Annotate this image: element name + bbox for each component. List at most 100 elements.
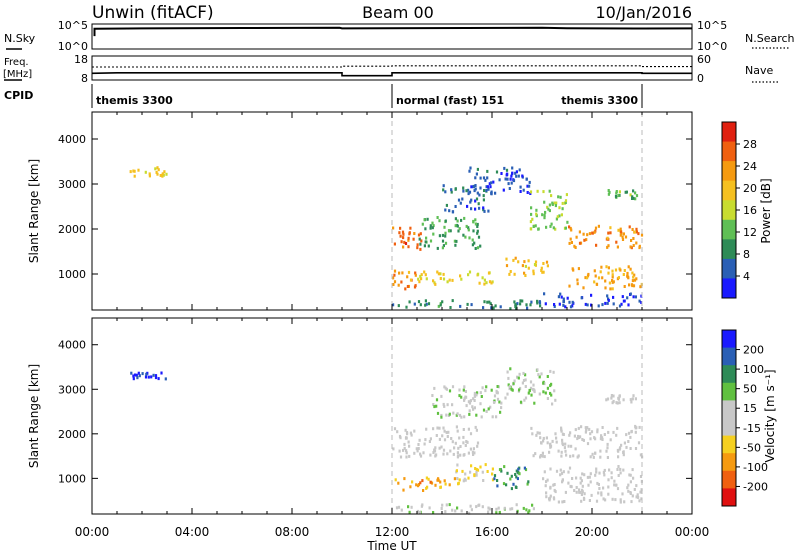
scatter-cell xyxy=(155,170,158,174)
scatter-cell xyxy=(583,492,586,496)
scatter-cell xyxy=(627,440,630,443)
scatter-cell xyxy=(470,207,473,211)
scatter-cell xyxy=(440,445,443,449)
scatter-cell xyxy=(461,469,464,473)
scatter-cell xyxy=(542,190,545,194)
scatter-cell xyxy=(467,451,470,455)
scatter-cell xyxy=(598,487,601,490)
scatter-cell xyxy=(509,477,512,481)
scatter-cell xyxy=(152,373,155,377)
scatter-cell xyxy=(619,233,622,237)
scatter-cell xyxy=(475,172,478,176)
scatter-cell xyxy=(407,440,410,444)
scatter-cell xyxy=(611,287,614,291)
scatter-cell xyxy=(606,446,609,450)
scatter-cell xyxy=(393,273,396,277)
scatter-cell xyxy=(428,506,431,510)
scatter-cell xyxy=(607,192,610,196)
scatter-cell xyxy=(493,477,496,481)
scatter-cell xyxy=(456,506,459,510)
scatter-cell xyxy=(564,442,567,446)
scatter-cell xyxy=(413,451,416,455)
scatter-cell xyxy=(488,507,491,511)
scatter-cell xyxy=(553,305,556,308)
scatter-cell xyxy=(436,216,439,219)
scatter-cell xyxy=(407,238,410,242)
scatter-cell xyxy=(463,397,466,401)
scatter-cell xyxy=(482,479,485,482)
scatter-cell xyxy=(451,385,455,389)
scatter-cell xyxy=(564,305,567,309)
scatter-cell xyxy=(145,372,148,376)
scatter-cell xyxy=(419,452,422,456)
colorbar-segment xyxy=(722,418,736,437)
colorbar-tick-label: 28 xyxy=(743,138,757,151)
scatter-cell xyxy=(416,243,419,247)
scatter-cell xyxy=(485,410,488,413)
scatter-cell xyxy=(441,434,444,438)
scatter-cell xyxy=(529,380,533,384)
nsearch-tick-bottom: 10^0 xyxy=(697,40,727,53)
scatter-cell xyxy=(154,376,158,380)
scatter-cell xyxy=(568,300,571,304)
scatter-cell xyxy=(442,244,445,248)
scatter-cell xyxy=(467,273,470,277)
scatter-cell xyxy=(539,436,542,440)
scatter-cell xyxy=(579,476,582,480)
scatter-cell xyxy=(525,177,528,181)
scatter-cell xyxy=(465,224,468,228)
scatter-cell xyxy=(461,197,464,201)
scatter-cell xyxy=(555,469,559,473)
scatter-cell xyxy=(624,235,628,239)
scatter-cell xyxy=(148,172,151,176)
scatter-cell xyxy=(495,170,499,174)
scatter-cell xyxy=(475,413,478,417)
scatter-cell xyxy=(596,430,599,434)
scatter-cell xyxy=(451,278,454,282)
scatter-cell xyxy=(454,217,457,221)
scatter-cell xyxy=(561,441,564,445)
scatter-cell xyxy=(442,402,445,406)
cpid-label: CPID xyxy=(4,89,33,102)
scatter-cell xyxy=(578,488,581,492)
scatter-cell xyxy=(393,280,397,284)
scatter-cell xyxy=(540,441,543,445)
scatter-cell xyxy=(553,303,556,306)
scatter-cell xyxy=(429,226,432,230)
scatter-cell xyxy=(539,454,542,457)
scatter-cell xyxy=(476,191,479,195)
scatter-cell xyxy=(615,240,618,244)
scatter-cell xyxy=(405,436,408,440)
scatter-cell xyxy=(563,446,566,450)
beam-title: Beam 00 xyxy=(362,3,434,22)
scatter-cell xyxy=(500,469,503,473)
scatter-cell xyxy=(618,401,621,405)
scatter-cell xyxy=(471,243,474,247)
scatter-cell xyxy=(601,436,604,440)
scatter-cell xyxy=(612,302,615,306)
colorbar-segment xyxy=(722,435,736,454)
scatter-cell xyxy=(453,477,456,481)
scatter-cell xyxy=(526,191,529,194)
scatter-cell xyxy=(538,375,541,379)
scatter-cell xyxy=(392,283,395,286)
scatter-cell xyxy=(513,379,516,383)
scatter-cell xyxy=(559,473,562,477)
scatter-cell xyxy=(466,204,469,208)
scatter-cell xyxy=(557,449,560,453)
scatter-cell xyxy=(463,415,466,419)
scatter-cell xyxy=(421,222,424,226)
scatter-cell xyxy=(510,387,513,391)
colorbar-tick-label: 16 xyxy=(743,204,757,217)
scatter-cell xyxy=(522,188,525,192)
scatter-cell xyxy=(616,468,619,471)
scatter-cell xyxy=(411,480,414,484)
x-tick-label: 20:00 xyxy=(575,525,610,539)
scatter-cell xyxy=(576,437,579,441)
scatter-cell xyxy=(482,306,485,310)
scatter-cell xyxy=(640,497,643,501)
scatter-cell xyxy=(157,377,160,381)
scatter-cell xyxy=(600,491,603,495)
scatter-cell xyxy=(425,302,428,306)
